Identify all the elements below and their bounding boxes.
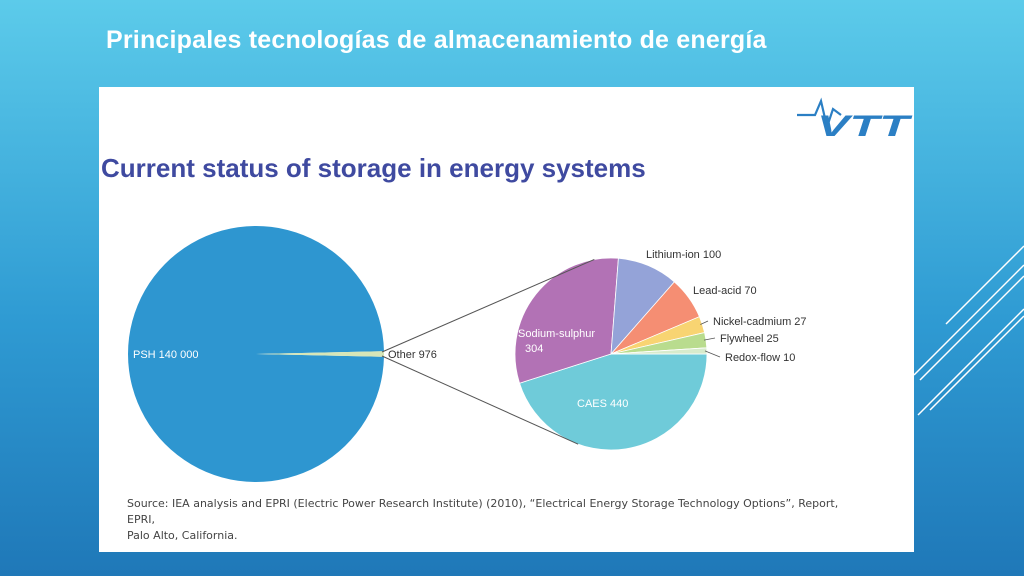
pie-slice-psh bbox=[128, 226, 384, 482]
slice-label-nickel-cadmium: Nickel-cadmium 27 bbox=[713, 316, 807, 328]
slice-label-redox-flow: Redox-flow 10 bbox=[725, 352, 795, 364]
slice-label-lithium-ion: Lithium-ion 100 bbox=[646, 249, 721, 261]
slide-title: Principales tecnologías de almacenamient… bbox=[106, 26, 767, 54]
leader-line-flywheel bbox=[703, 337, 716, 341]
logo-text: VTT bbox=[817, 110, 913, 143]
connector-line-top bbox=[381, 259, 595, 353]
deco-line bbox=[919, 275, 1024, 381]
leader-line-redox-flow bbox=[704, 350, 721, 358]
connector-lines bbox=[381, 259, 595, 445]
slice-label-other: Other 976 bbox=[388, 349, 437, 361]
deco-line bbox=[929, 315, 1024, 411]
leader-line-nickel-cadmium bbox=[700, 320, 709, 325]
panel-title: Current status of storage in energy syst… bbox=[101, 153, 646, 183]
logo-wave-icon bbox=[797, 97, 842, 132]
chart-canvas: VTT PSH 140 000 Other 976 CAES 440 Sodium-s… bbox=[128, 97, 913, 482]
deco-line bbox=[913, 264, 1024, 376]
slice-label-psh: PSH 140 000 bbox=[133, 349, 198, 361]
source-line-1: Source: IEA analysis and EPRI (Electric … bbox=[127, 497, 839, 526]
main-pie bbox=[128, 226, 384, 482]
pie-labels: PSH 140 000 Other 976 CAES 440 Sodium-sulph… bbox=[133, 249, 807, 410]
connector-line-bottom bbox=[381, 355, 579, 445]
slice-label-lead-acid: Lead-acid 70 bbox=[693, 285, 757, 297]
decorative-lines bbox=[913, 245, 1024, 416]
deco-line bbox=[917, 308, 1024, 416]
slice-label-flywheel: Flywheel 25 bbox=[720, 333, 779, 345]
source-note: Source: IEA analysis and EPRI (Electric … bbox=[127, 496, 847, 544]
pie-slice-other bbox=[256, 351, 384, 357]
pie-slice-sodium-sulphur bbox=[514, 257, 619, 384]
content-panel: VTT PSH 140 000 Other 976 CAES 440 Sodium-s… bbox=[99, 87, 914, 552]
slice-label-caes: CAES 440 bbox=[577, 398, 628, 410]
deco-line bbox=[945, 245, 1024, 325]
slice-label-sodium-sulphur-value: 304 bbox=[525, 343, 543, 355]
pie-slice-redox-flow bbox=[610, 347, 708, 355]
pie-slice-caes bbox=[519, 353, 708, 451]
slice-label-sodium-sulphur: Sodium-sulphur bbox=[518, 328, 595, 340]
other-breakdown-pie bbox=[514, 257, 708, 451]
vtt-logo: VTT bbox=[797, 97, 913, 143]
source-line-2: Palo Alto, California. bbox=[127, 529, 238, 542]
